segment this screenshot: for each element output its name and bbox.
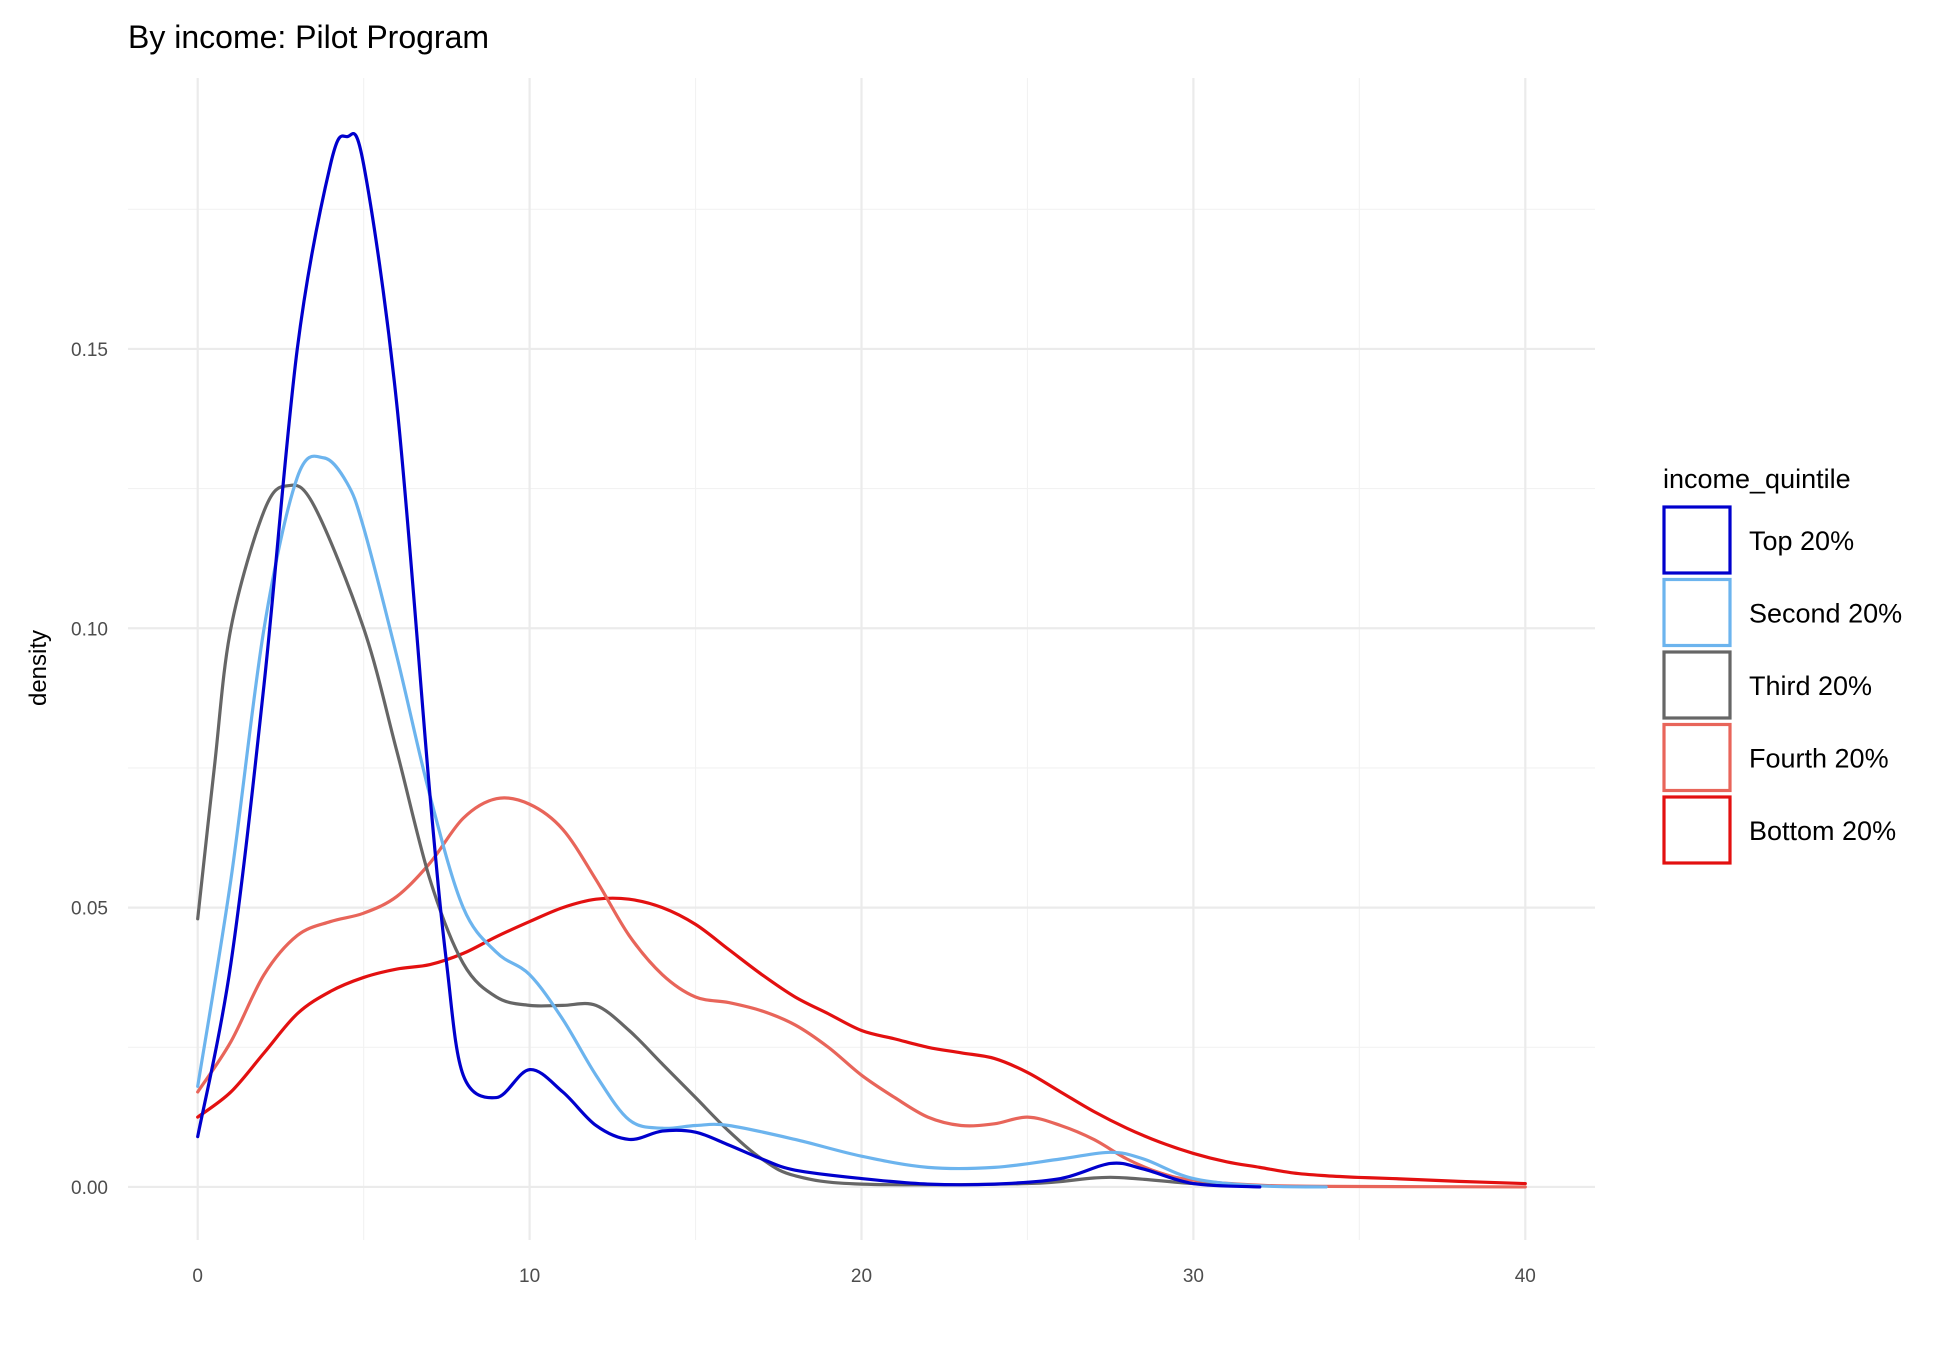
chart-title: By income: Pilot Program [128,19,489,55]
series-line-bottom-20 [196,896,1527,1186]
x-tick-label: 10 [519,1266,540,1287]
x-tick-label: 30 [1183,1266,1204,1287]
legend: income_quintile Top 20% Second 20% Third 2… [1662,464,1902,865]
series-line-top-20 [196,131,1262,1189]
y-axis-title: density [25,630,52,706]
series-line-second-20 [196,454,1328,1189]
x-tick-label: 20 [851,1266,872,1287]
legend-label-third-20: Third 20% [1749,671,1872,701]
major-gridlines [128,78,1595,1240]
y-tick-label: 0.05 [71,899,108,920]
series-line-third-20 [196,483,1262,1189]
legend-key-top-20 [1662,505,1732,575]
legend-key-second-20 [1662,577,1732,648]
y-tick-label: 0.15 [71,340,108,361]
legend-label-top-20: Top 20% [1749,526,1854,556]
legend-label-fourth-20: Fourth 20% [1749,744,1889,774]
density-series-lines [196,131,1527,1189]
legend-label-bottom-20: Bottom 20% [1749,816,1896,846]
x-tick-label: 0 [192,1266,203,1287]
legend-key-third-20 [1662,650,1732,720]
legend-label-second-20: Second 20% [1749,599,1902,629]
y-axis-tick-labels: 0.00 0.05 0.10 0.15 [71,340,108,1199]
x-axis-tick-labels: 0 10 20 30 40 [192,1266,1535,1287]
legend-items: Top 20% Second 20% Third 20% Fourth 20% Bott… [1662,505,1902,865]
legend-key-fourth-20 [1662,722,1732,793]
x-tick-label: 40 [1515,1266,1536,1287]
series-line-fourth-20 [196,796,1527,1189]
legend-key-bottom-20 [1662,795,1732,865]
legend-title: income_quintile [1663,464,1851,494]
y-tick-label: 0.00 [71,1178,108,1199]
y-tick-label: 0.10 [71,619,108,640]
